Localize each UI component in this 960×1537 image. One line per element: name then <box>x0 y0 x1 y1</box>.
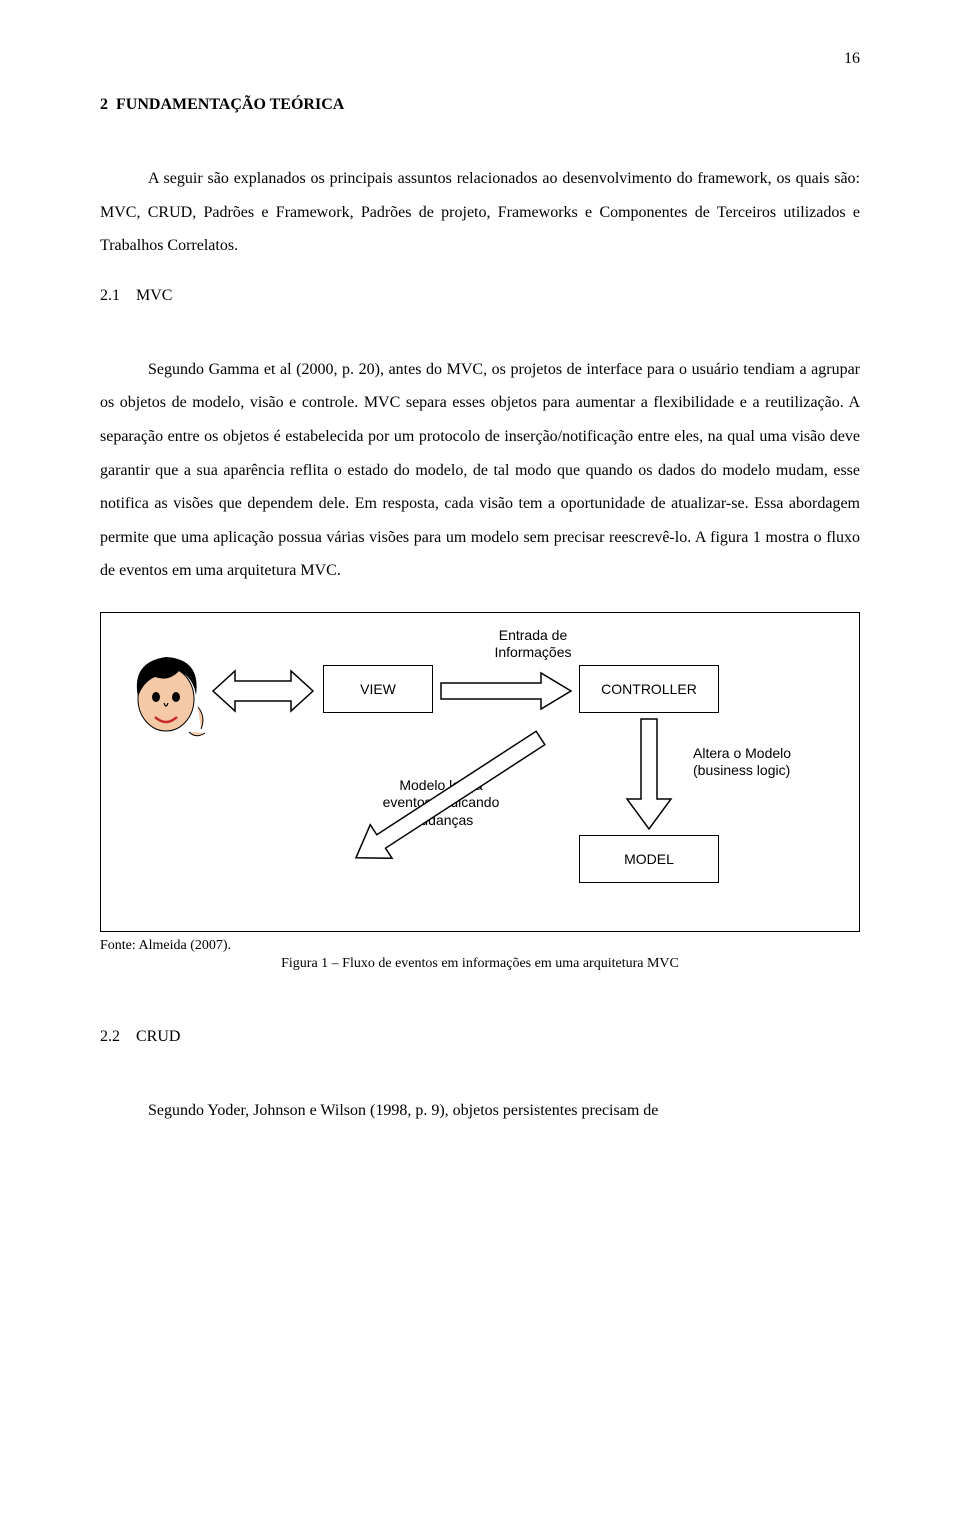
subsection-name-2: CRUD <box>136 1028 180 1045</box>
figure-caption: Figura 1 – Fluxo de eventos em informaçõ… <box>100 956 860 972</box>
mvc-diagram: VIEW Entrada de Informações CONTROLLER A… <box>113 627 847 901</box>
section-number: 2 <box>100 96 108 113</box>
subsection-crud: 2.2 CRUD <box>100 1028 860 1046</box>
double-arrow-icon <box>213 667 313 715</box>
subsection-mvc: 2.1 MVC <box>100 287 860 305</box>
view-box: VIEW <box>323 665 433 713</box>
model-box: MODEL <box>579 835 719 883</box>
last-paragraph: Segundo Yoder, Johnson e Wilson (1998, p… <box>100 1094 860 1128</box>
section-name: FUNDAMENTAÇÃO TEÓRICA <box>116 96 344 113</box>
subsection-number: 2.1 <box>100 287 120 304</box>
down-arrow-icon <box>625 719 673 829</box>
diagonal-arrow-icon <box>345 707 585 867</box>
controller-box: CONTROLLER <box>579 665 719 713</box>
figure-container: VIEW Entrada de Informações CONTROLLER A… <box>100 612 860 932</box>
body-paragraph: Segundo Gamma et al (2000, p. 20), antes… <box>100 353 860 588</box>
alter-model-label: Altera o Modelo (business logic) <box>693 745 843 780</box>
subsection-name: MVC <box>136 287 172 304</box>
subsection-number-2: 2.2 <box>100 1028 120 1045</box>
entry-label: Entrada de Informações <box>473 627 593 662</box>
right-arrow-icon <box>441 671 571 711</box>
user-face-icon <box>121 647 211 742</box>
page-number: 16 <box>100 50 860 68</box>
intro-paragraph: A seguir são explanados os principais as… <box>100 162 860 263</box>
section-title: 2 FUNDAMENTAÇÃO TEÓRICA <box>100 96 860 114</box>
figure-source: Fonte: Almeida (2007). <box>100 938 860 954</box>
